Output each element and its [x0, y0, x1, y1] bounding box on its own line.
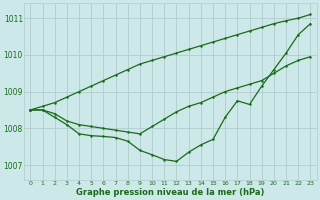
X-axis label: Graphe pression niveau de la mer (hPa): Graphe pression niveau de la mer (hPa)	[76, 188, 265, 197]
